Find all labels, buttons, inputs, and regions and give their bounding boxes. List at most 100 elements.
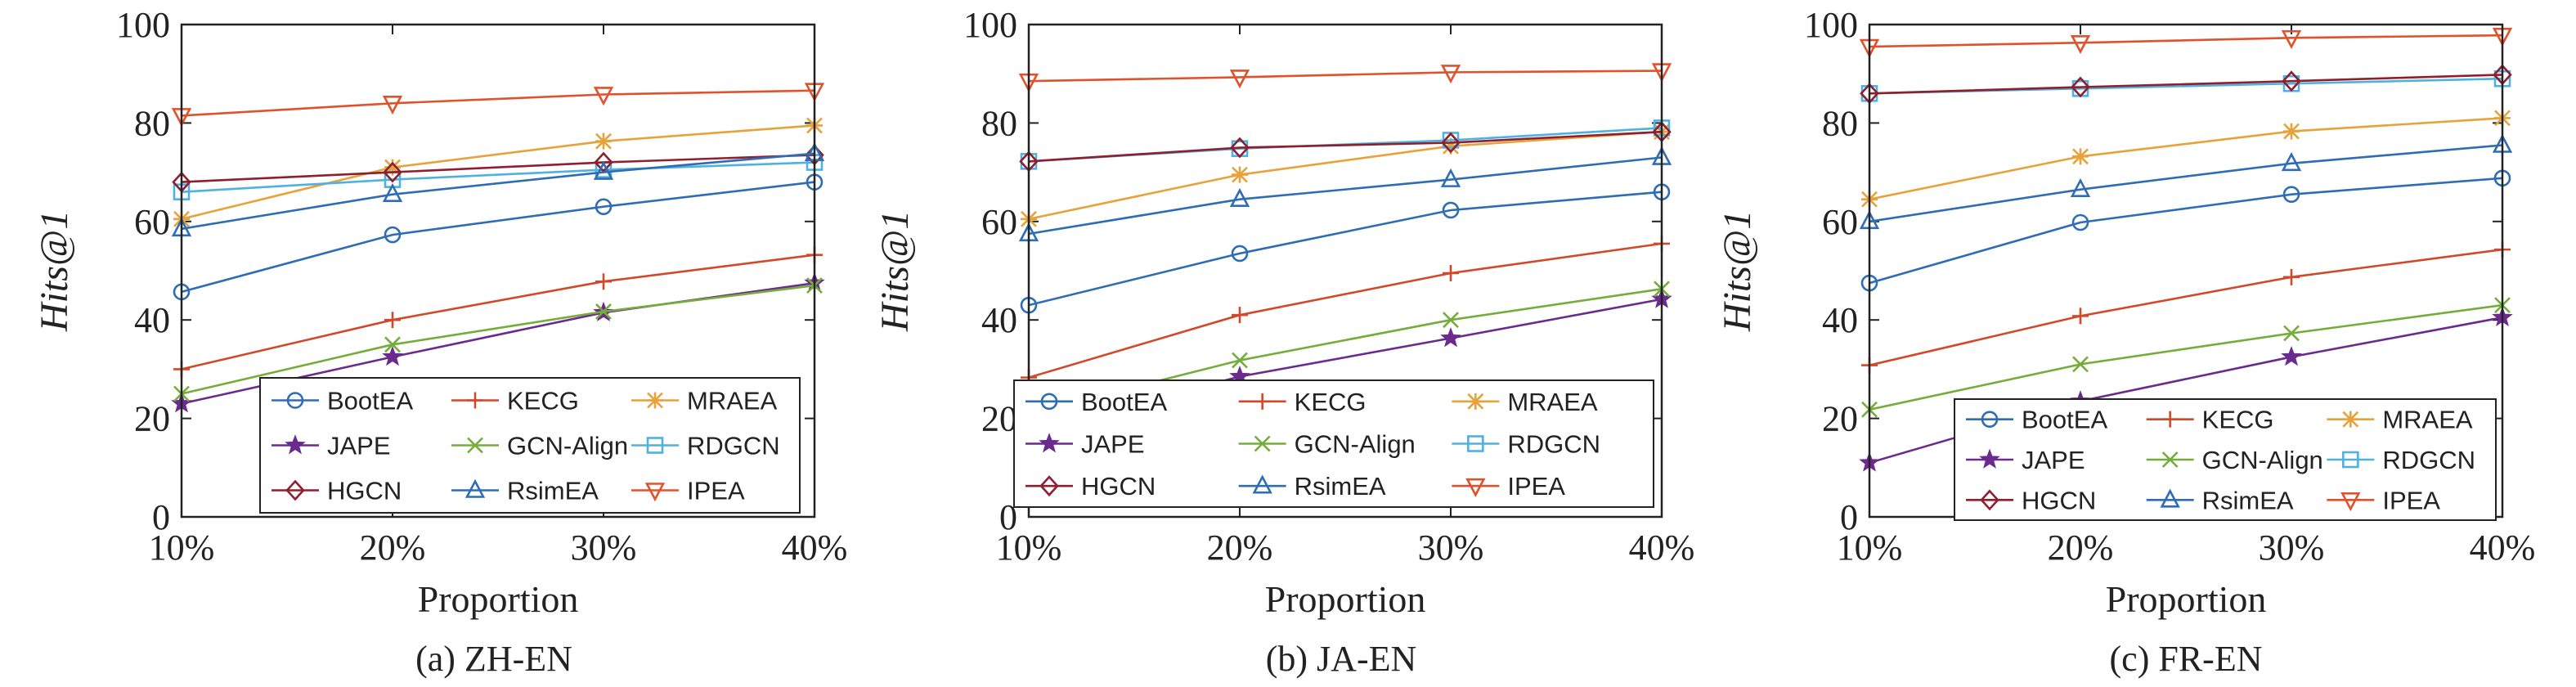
- data-point: [2070, 34, 2091, 55]
- legend-marker: [1979, 448, 2000, 469]
- data-point: [595, 198, 613, 216]
- data-point: [2281, 151, 2302, 172]
- legend-marker: [2161, 411, 2179, 428]
- data-point: [2283, 325, 2300, 342]
- chart-panel-2: 0 20 40 60 80 100 10% 20% 30% 40% Proportion Hits@1…: [873, 5, 1694, 679]
- legend-label: RDGCN: [1507, 430, 1600, 459]
- series-line: [181, 152, 815, 231]
- data-point: [1440, 327, 1461, 348]
- series-hgcn: [1019, 121, 1672, 173]
- legend-item: RDGCN: [631, 432, 780, 460]
- legend-label: MRAEA: [687, 387, 778, 415]
- y-tick-label: 100: [963, 5, 1017, 45]
- series-mraea: [173, 117, 823, 227]
- data-point: [1230, 137, 1250, 159]
- data-point: [384, 336, 401, 353]
- legend-item: BootEA: [1966, 406, 2107, 434]
- legend-label: HGCN: [2022, 486, 2096, 514]
- legend-label: IPEA: [687, 477, 745, 505]
- legend-item: MRAEA: [1452, 388, 1598, 416]
- series-line: [1028, 70, 1663, 83]
- data-point: [384, 226, 402, 244]
- legend-item: RDGCN: [2327, 446, 2475, 474]
- data-point: [593, 160, 614, 180]
- data-point: [1229, 70, 1250, 89]
- y-tick-label: 20: [981, 399, 1017, 439]
- data-point: [2071, 76, 2090, 98]
- legend-item: HGCN: [1966, 486, 2096, 514]
- legend-marker: [1981, 411, 1999, 428]
- series-line: [1028, 191, 1663, 307]
- series-mraea: [1861, 110, 2511, 208]
- legend-label: KECG: [2202, 406, 2274, 434]
- legend-label: JAPE: [2022, 446, 2085, 474]
- legend-item: GCN-Align: [1238, 430, 1416, 459]
- y-tick-label: 40: [1822, 300, 1858, 340]
- legend-marker: [647, 392, 663, 409]
- series-line: [181, 89, 815, 117]
- legend-marker: [2160, 488, 2180, 508]
- series-gcn-align: [1861, 297, 2511, 418]
- chart-panel-1: 0 20 40 60 80 100 10% 20% 30% 40% Proportion Hits@1…: [33, 5, 847, 679]
- legend-marker: [1465, 478, 1486, 497]
- data-point: [1443, 312, 1459, 329]
- legend-label: JAPE: [1081, 430, 1145, 459]
- data-point: [2070, 177, 2091, 197]
- series-line: [1869, 74, 2503, 95]
- y-axis-title: Hits@1: [33, 210, 76, 332]
- legend-marker: [1254, 393, 1271, 410]
- data-point: [1232, 352, 1248, 369]
- legend: BootEA KECG MRAEA JAPE GCN-Align RDGCN HGCN Rsi…: [1013, 379, 1654, 508]
- x-tick-label: 20%: [360, 528, 426, 568]
- legend-marker: [285, 479, 305, 501]
- y-tick-label: 80: [981, 103, 1017, 143]
- legend-marker: [2340, 492, 2361, 512]
- x-tick-label: 30%: [571, 528, 637, 568]
- data-point: [384, 312, 401, 329]
- y-tick-label: 100: [116, 5, 170, 45]
- data-point: [382, 182, 403, 202]
- series-line: [1869, 34, 2503, 48]
- legend-item: HGCN: [1025, 472, 1156, 501]
- series-line: [1869, 303, 2503, 411]
- legend-item: JAPE: [1966, 446, 2085, 474]
- series-line: [181, 124, 815, 221]
- data-point: [1232, 166, 1248, 183]
- x-tick-label: 10%: [149, 528, 215, 568]
- series-line: [1869, 177, 2503, 285]
- legend-label: GCN-Align: [1295, 430, 1416, 459]
- data-point: [1440, 168, 1461, 187]
- legend-label: JAPE: [327, 432, 391, 460]
- data-point: [384, 159, 401, 176]
- legend-label: GCN-Align: [507, 432, 628, 460]
- data-point: [2072, 148, 2089, 165]
- legend-item: MRAEA: [2327, 406, 2473, 434]
- x-tick-label: 20%: [2048, 528, 2114, 568]
- series-hgcn: [1860, 64, 2512, 105]
- series-ipea: [1018, 63, 1672, 93]
- legend-item: IPEA: [1452, 472, 1565, 501]
- series-line: [181, 181, 815, 294]
- plot-frame: [1027, 23, 1663, 519]
- series-ipea: [1859, 27, 2513, 58]
- legend-item: KECG: [2146, 406, 2274, 434]
- data-point: [1440, 65, 1461, 84]
- series-line: [1869, 144, 2503, 223]
- subfigure-caption: (c) FR-EN: [2110, 639, 2263, 679]
- legend-label: BootEA: [2022, 406, 2107, 434]
- data-point: [382, 345, 403, 366]
- data-point: [1229, 187, 1250, 208]
- legend-item: KECG: [451, 387, 579, 415]
- legend-label: MRAEA: [1507, 388, 1598, 416]
- data-point: [1232, 307, 1248, 324]
- legend-item: RsimEA: [1238, 472, 1386, 501]
- series-line: [1028, 242, 1663, 379]
- legend-item: JAPE: [272, 432, 391, 460]
- legend-marker: [2161, 451, 2179, 468]
- data-point: [1443, 137, 1459, 155]
- legend-marker: [2342, 411, 2359, 428]
- legend: BootEA KECG MRAEA JAPE GCN-Align RDGCN HGCN Rsi…: [1954, 398, 2497, 521]
- y-tick-label: 40: [981, 300, 1017, 340]
